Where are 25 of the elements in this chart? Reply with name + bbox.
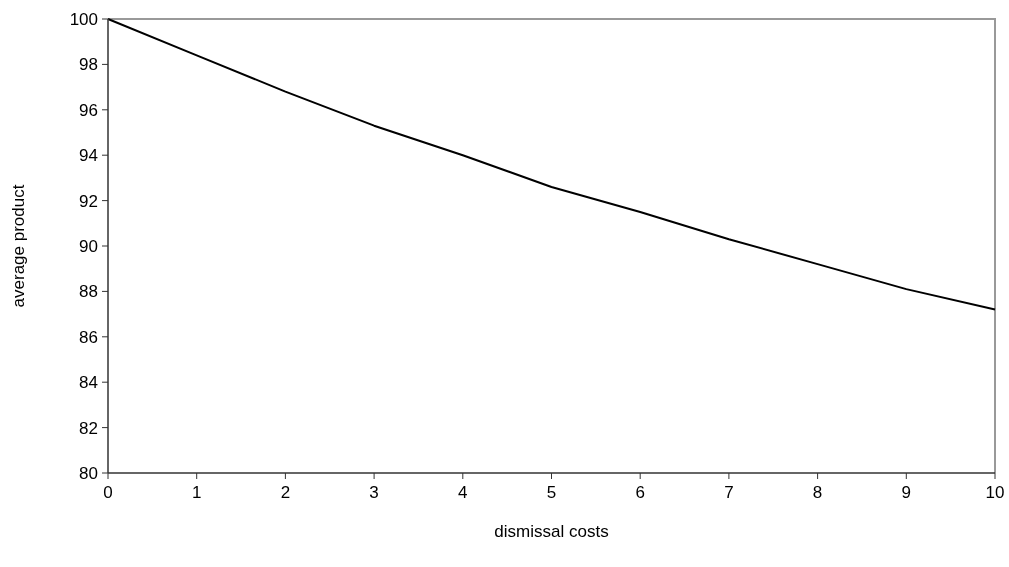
y-tick-label: 94: [79, 146, 98, 166]
y-tick-label: 100: [69, 10, 98, 29]
y-tick-label: 86: [79, 327, 98, 347]
x-tick-label: 6: [635, 483, 645, 502]
x-tick-label: 2: [280, 483, 291, 502]
y-tick-label: 84: [79, 373, 98, 393]
line-series: [107, 18, 996, 311]
x-tick-label: 0: [103, 483, 113, 502]
x-axis-title: dismissal costs: [494, 522, 609, 541]
x-tick-label: 1: [191, 483, 202, 502]
y-tick-label: 92: [79, 191, 98, 211]
x-tick-label: 9: [901, 483, 912, 502]
y-tick-label: 90: [79, 237, 98, 256]
y-tick-label: 96: [79, 100, 98, 120]
y-tick-label: 98: [79, 55, 98, 75]
x-tick-label: 10: [985, 483, 1005, 502]
x-tick-label: 3: [369, 483, 379, 502]
y-tick-label: 88: [79, 282, 98, 302]
y-axis-title: average product: [9, 184, 28, 308]
x-tick-label: 7: [724, 483, 734, 502]
y-tick-label: 82: [79, 418, 98, 438]
y-tick-label: 80: [79, 464, 98, 483]
x-tick-label: 4: [458, 483, 468, 502]
x-tick-label: 5: [546, 483, 557, 502]
x-tick-label: 8: [812, 483, 823, 502]
